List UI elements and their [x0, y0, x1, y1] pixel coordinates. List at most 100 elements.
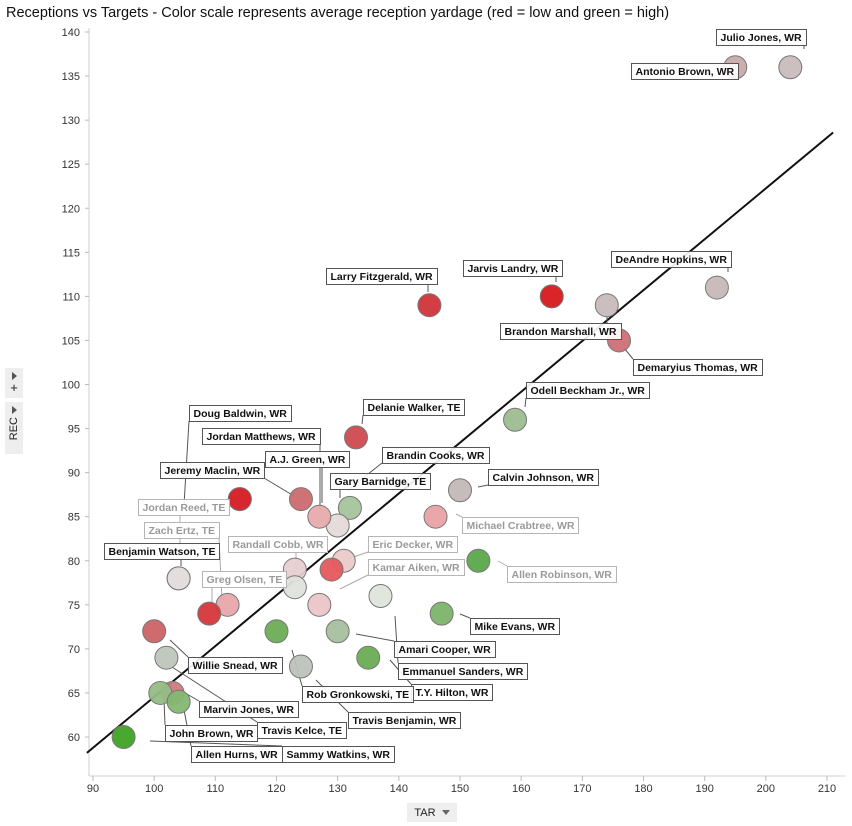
data-label-box — [348, 712, 461, 729]
data-point — [166, 566, 191, 591]
data-label-text: Demaryius Thomas, WR — [638, 362, 759, 374]
data-label-box — [463, 260, 563, 277]
data-label-box — [228, 536, 328, 553]
chart-title: Receptions vs Targets - Color scale repr… — [6, 5, 670, 21]
label-leader-line — [455, 513, 463, 518]
label-leader-line — [355, 633, 395, 642]
data-label: Demaryius Thomas, WR — [633, 359, 763, 376]
data-label: Jarvis Landry, WR — [463, 260, 563, 277]
data-point — [344, 425, 369, 450]
data-point — [227, 487, 252, 512]
data-label-box — [470, 618, 560, 635]
data-point — [307, 592, 332, 617]
data-label: Allen Robinson, WR — [507, 566, 617, 583]
data-label-text: John Brown, WR — [170, 728, 254, 740]
data-label: John Brown, WR — [165, 725, 258, 742]
data-label: Travis Kelce, TE — [257, 722, 347, 739]
expand-triangle-icon — [11, 372, 17, 380]
x-axis-pill[interactable]: TAR — [407, 803, 457, 822]
data-label-box — [611, 251, 732, 268]
data-label: Kamar Aiken, WR — [368, 559, 465, 576]
data-label: Randall Cobb, WR — [228, 536, 328, 553]
data-label-text: Michael Crabtree, WR — [467, 520, 575, 532]
data-label: Jordan Matthews, WR — [202, 428, 321, 445]
data-label: Doug Baldwin, WR — [189, 405, 292, 422]
expand-triangle-icon — [11, 406, 17, 414]
data-point — [197, 601, 222, 626]
data-point — [288, 487, 313, 512]
data-label: Brandin Cooks, WR — [382, 447, 490, 464]
data-point — [337, 495, 362, 520]
data-label-text: Calvin Johnson, WR — [493, 472, 595, 484]
x-axis-label: TAR — [414, 806, 436, 819]
plus-icon[interactable]: + — [10, 380, 18, 395]
data-label-box — [368, 559, 465, 576]
data-label-box — [716, 29, 807, 46]
y-tick-label: 85 — [68, 512, 80, 524]
data-label-box — [160, 462, 265, 479]
x-tick-label: 90 — [87, 783, 99, 795]
data-label-box — [633, 359, 763, 376]
data-label-text: Jordan Reed, TE — [143, 502, 226, 514]
label-leader-line — [169, 639, 189, 658]
label-leader-line — [339, 574, 369, 590]
rec-axis-pill[interactable]: REC — [5, 402, 23, 454]
data-point — [429, 601, 454, 626]
y-tick-label: 60 — [68, 732, 80, 744]
data-label-text: Brandon Marshall, WR — [505, 326, 617, 338]
label-leader-line — [459, 613, 471, 619]
y-axis-label: REC — [8, 417, 20, 441]
x-tick-label: 160 — [512, 783, 530, 795]
data-label: Willie Snead, WR — [188, 657, 283, 674]
data-label-box — [631, 63, 739, 80]
data-point — [539, 284, 564, 309]
data-point — [466, 548, 491, 573]
y-tick-label: 100 — [62, 380, 80, 392]
data-label-text: Allen Hurns, WR — [196, 749, 279, 761]
x-tick-label: 140 — [390, 783, 408, 795]
data-label-box — [462, 517, 579, 534]
data-point — [704, 275, 729, 300]
data-label-text: Odell Beckham Jr., WR — [531, 385, 646, 397]
y-tick-label: 130 — [62, 115, 80, 127]
data-label-box — [188, 657, 283, 674]
data-label-box — [104, 543, 220, 560]
data-label: Benjamin Watson, TE — [104, 543, 220, 560]
x-tick-label: 200 — [757, 783, 775, 795]
data-label-text: Eric Decker, WR — [373, 539, 454, 551]
data-point — [111, 725, 136, 749]
data-label-text: Delanie Walker, TE — [368, 402, 461, 414]
data-label: Larry Fitzgerald, WR — [326, 268, 438, 285]
data-label-text: Travis Kelce, TE — [262, 725, 343, 737]
data-point — [325, 619, 350, 644]
caret-down-icon[interactable] — [441, 810, 450, 815]
data-label-box — [368, 536, 458, 553]
data-label-box — [326, 268, 438, 285]
data-points — [111, 55, 803, 749]
x-tick-label: 150 — [451, 783, 469, 795]
data-label: Antonio Brown, WR — [631, 63, 739, 80]
data-label: Brandon Marshall, WR — [500, 323, 622, 340]
data-label-text: Randall Cobb, WR — [233, 539, 324, 551]
data-label-text: Emmanuel Sanders, WR — [403, 666, 524, 678]
axes: 60 65 70 75 80 85 90 95 100 105 110 115 120 125 130 135… — [62, 27, 845, 795]
data-point — [594, 293, 619, 318]
trend-line-group — [86, 131, 834, 754]
y-tick-label: 90 — [68, 468, 80, 480]
label-leader-line — [263, 477, 295, 497]
y-tick-label: 115 — [62, 247, 80, 259]
data-label-text: Brandin Cooks, WR — [387, 450, 485, 462]
label-leader-line — [524, 397, 527, 408]
x-tick-label: 100 — [145, 783, 163, 795]
data-label: Julio Jones, WR — [716, 29, 807, 46]
data-label-text: T.Y. Hilton, WR — [416, 687, 489, 699]
data-label: Rob Gronkowski, TE — [302, 686, 414, 703]
data-label: Gary Barnidge, TE — [330, 473, 431, 490]
data-label: Sammy Watkins, WR — [282, 746, 395, 763]
data-label-text: Mike Evans, WR — [475, 621, 556, 633]
data-label: T.Y. Hilton, WR — [411, 684, 493, 701]
rec-shelf-expand[interactable]: + — [5, 368, 23, 398]
x-tick-label: 190 — [695, 783, 713, 795]
data-label: Travis Benjamin, WR — [348, 712, 461, 729]
